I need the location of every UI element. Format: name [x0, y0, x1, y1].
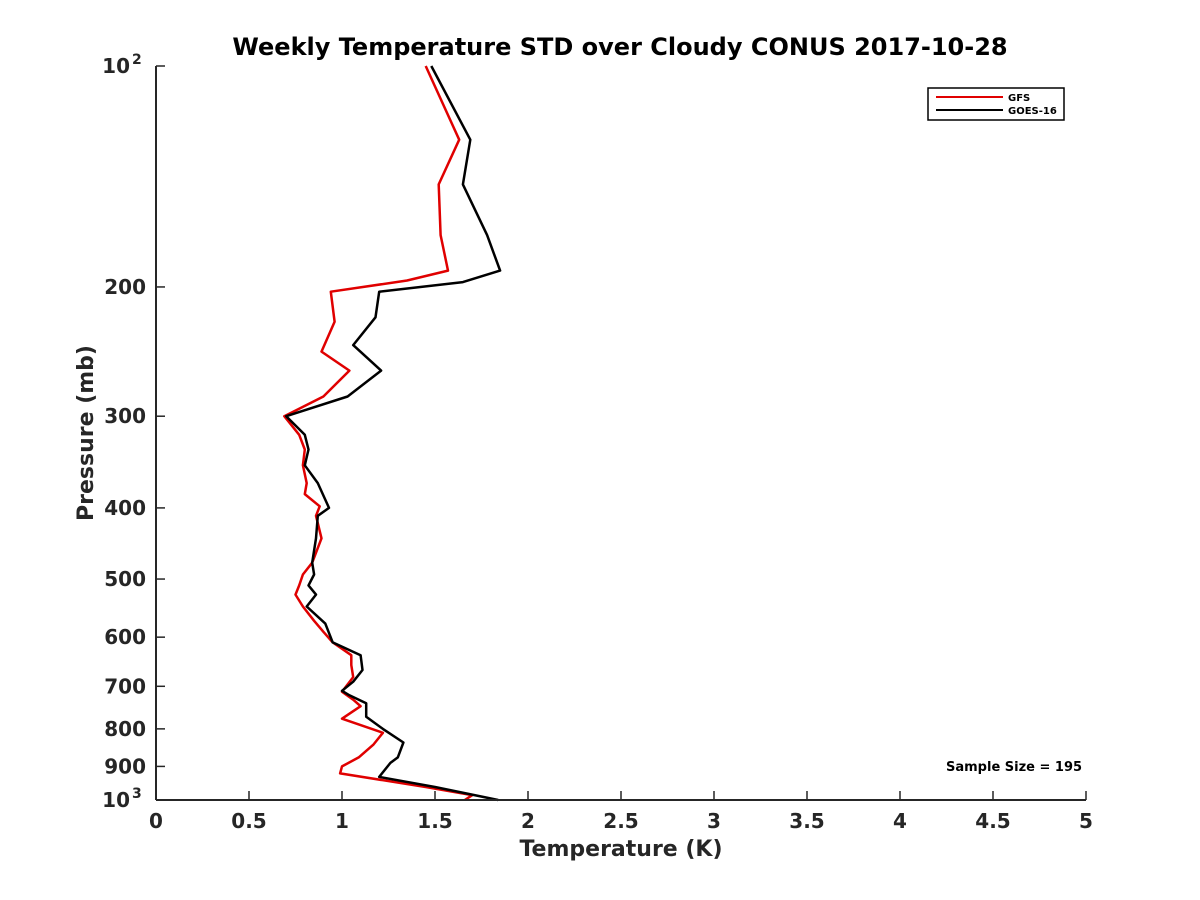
y-tick-label: 200 — [104, 275, 146, 299]
y-tick-label: 900 — [104, 754, 146, 778]
y-tick-label: 10 — [102, 788, 130, 812]
x-tick-label: 1.5 — [417, 809, 452, 833]
x-tick-label: 2.5 — [603, 809, 638, 833]
series-line-gfs — [283, 65, 474, 802]
x-tick-label: 2 — [521, 809, 535, 833]
legend-box — [927, 87, 1065, 121]
legend-label-gfs: GFS — [1008, 93, 1030, 104]
x-tick-label: 5 — [1079, 809, 1093, 833]
y-tick-label: 700 — [104, 674, 146, 698]
x-tick-label: 0.5 — [231, 809, 266, 833]
y-tick-label: 800 — [104, 717, 146, 741]
y-tick-label: 10 — [102, 54, 130, 78]
legend-label-goes-16: GOES-16 — [1008, 106, 1057, 117]
y-tick-label: 500 — [104, 567, 146, 591]
x-tick-label: 4.5 — [975, 809, 1010, 833]
y-axis-label: Pressure (mb) — [74, 345, 99, 521]
x-axis-label: Temperature (K) — [519, 837, 722, 862]
y-tick-label: 600 — [104, 625, 146, 649]
x-tick-label: 3 — [707, 809, 721, 833]
x-tick-label: 1 — [335, 809, 349, 833]
y-tick-label: 300 — [104, 404, 146, 428]
x-tick-label: 4 — [893, 809, 907, 833]
sample-size-annotation: Sample Size = 195 — [946, 760, 1082, 775]
plot-lines — [283, 65, 502, 802]
legend: GFS GOES-16 — [927, 87, 1065, 121]
x-tick-label: 0 — [149, 809, 163, 833]
series-line-goes-16 — [284, 65, 502, 802]
y-tick-exponent: 2 — [132, 52, 142, 68]
x-tick-label: 3.5 — [789, 809, 824, 833]
chart-title: Weekly Temperature STD over Cloudy CONUS… — [232, 33, 1007, 61]
x-ticks: 0 0.5 1 1.5 2 2.5 3 3.5 4 4.5 5 — [149, 791, 1093, 833]
y-tick-exponent: 3 — [132, 786, 142, 802]
y-tick-label: 400 — [104, 496, 146, 520]
